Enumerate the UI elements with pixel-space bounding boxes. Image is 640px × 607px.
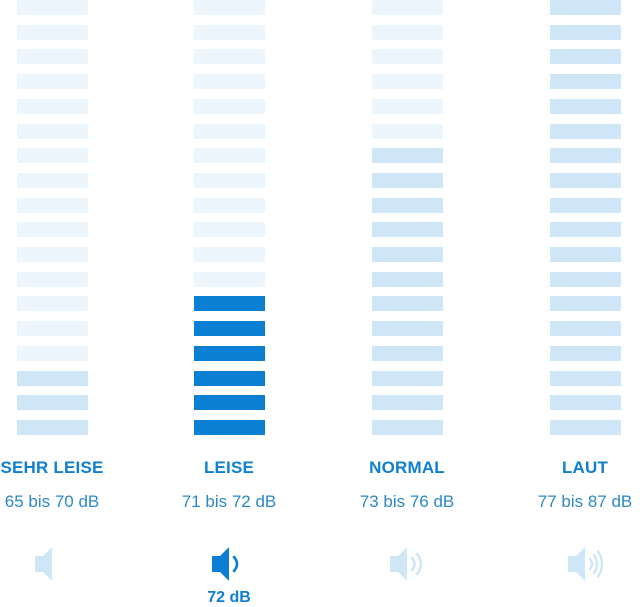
meter-segment: [194, 24, 265, 40]
meter-segment: [372, 247, 443, 262]
level-range: 77 bis 87 dB: [537, 492, 633, 511]
meter-segment: [17, 123, 88, 139]
speaker-high-icon: [565, 544, 609, 584]
meter-segment: [550, 123, 621, 139]
meter-segment: [550, 0, 621, 15]
meter-segment: [194, 395, 265, 411]
meter-segment: [550, 24, 621, 40]
meter-segment: [17, 49, 88, 65]
meter-segment: [372, 197, 443, 213]
meter-segment: [372, 148, 443, 164]
meter-segment: [550, 271, 621, 287]
meter-segment: [550, 74, 621, 90]
level-meter: [550, 0, 621, 440]
meter-segment: [550, 395, 621, 411]
meter-segment: [372, 321, 443, 337]
meter-segment: [550, 148, 621, 164]
meter-segment: [17, 222, 88, 238]
meter-segment: [550, 296, 621, 312]
meter-segment: [17, 321, 88, 337]
meter-segment: [17, 419, 88, 435]
meter-segment: [194, 49, 265, 65]
meter-segment: [372, 172, 443, 188]
meter-segment: [372, 395, 443, 411]
level-label: NORMAL: [369, 458, 445, 477]
meter-segment: [372, 0, 443, 15]
level-label: SEHR LEISE: [0, 458, 104, 477]
meter-segment: [17, 370, 88, 386]
meter-segment: [372, 271, 443, 287]
speaker-off-icon: [32, 544, 76, 584]
meter-segment: [194, 345, 265, 361]
meter-segment: [194, 148, 265, 164]
meter-segment: [194, 74, 265, 90]
meter-segment: [17, 395, 88, 411]
meter-segment: [17, 98, 88, 114]
meter-segment: [372, 419, 443, 435]
meter-segment: [194, 419, 265, 435]
level-range: 73 bis 76 dB: [359, 492, 455, 511]
meter-segment: [372, 370, 443, 386]
level-meter: [194, 0, 265, 440]
meter-segment: [17, 247, 88, 262]
meter-segment: [194, 0, 265, 15]
meter-segment: [372, 123, 443, 139]
meter-segment: [550, 172, 621, 188]
meter-segment: [17, 172, 88, 188]
meter-segment: [372, 49, 443, 65]
meter-segment: [194, 222, 265, 238]
meter-segment: [17, 74, 88, 90]
current-level-value: 72 dB: [207, 589, 251, 606]
level-range: 65 bis 70 dB: [4, 492, 100, 511]
meter-segment: [194, 172, 265, 188]
level-meter: [372, 0, 443, 440]
level-label: LEISE: [203, 458, 255, 477]
meter-segment: [372, 345, 443, 361]
meter-segment: [17, 271, 88, 287]
meter-segment: [372, 296, 443, 312]
level-label: LAUT: [561, 458, 609, 477]
meter-segment: [194, 321, 265, 337]
meter-segment: [550, 222, 621, 238]
meter-segment: [17, 345, 88, 361]
meter-segment: [550, 98, 621, 114]
meter-segment: [372, 98, 443, 114]
meter-segment: [550, 247, 621, 262]
level-range: 71 bis 72 dB: [181, 492, 277, 511]
meter-segment: [194, 271, 265, 287]
speaker-medium-icon: [387, 544, 431, 584]
meter-segment: [17, 197, 88, 213]
level-meter: [17, 0, 88, 440]
meter-segment: [194, 123, 265, 139]
meter-segment: [17, 296, 88, 312]
meter-segment: [17, 0, 88, 15]
meter-segment: [550, 419, 621, 435]
meter-segment: [550, 197, 621, 213]
meter-segment: [550, 49, 621, 65]
meter-segment: [194, 247, 265, 262]
meter-segment: [372, 222, 443, 238]
meter-segment: [372, 74, 443, 90]
meter-segment: [194, 98, 265, 114]
meter-segment: [17, 24, 88, 40]
meter-segment: [194, 370, 265, 386]
meter-segment: [194, 197, 265, 213]
meter-segment: [550, 345, 621, 361]
meter-segment: [550, 321, 621, 337]
meter-segment: [372, 24, 443, 40]
speaker-low-icon: [209, 544, 253, 584]
meter-segment: [17, 148, 88, 164]
meter-segment: [550, 370, 621, 386]
meter-segment: [194, 296, 265, 312]
